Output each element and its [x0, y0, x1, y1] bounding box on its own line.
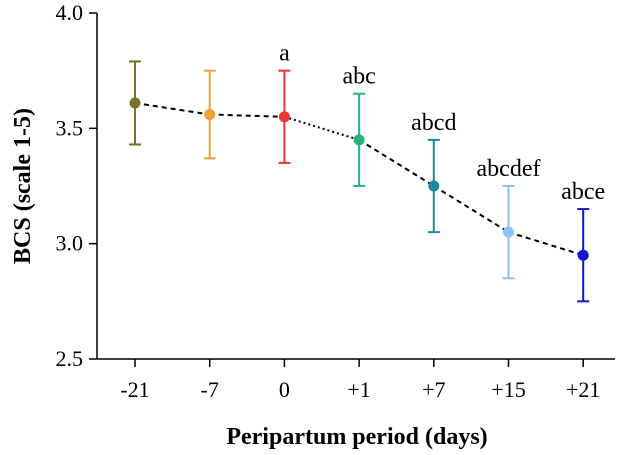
significance-label: abc: [342, 64, 375, 90]
x-tick-label: 0: [279, 377, 290, 402]
series-line: [134, 101, 584, 257]
significance-label: abcd: [411, 110, 456, 136]
x-tick-label: +7: [422, 377, 445, 402]
x-tick-label: -7: [201, 377, 219, 402]
significance-label: abcdef: [477, 156, 541, 182]
x-tick-label: +21: [566, 377, 600, 402]
significance-label: a: [279, 41, 290, 67]
data-point: [278, 111, 290, 123]
x-ticks: -21 -7 0 +1 +7 +15 +21: [120, 359, 600, 402]
data-point: [503, 226, 514, 238]
data-point: [353, 134, 365, 146]
data-point: [428, 180, 440, 192]
series-segment: [209, 113, 285, 118]
y-axis-title: BCS (scale 1-5): [10, 108, 36, 264]
series-segment: [358, 139, 435, 187]
data-points: [129, 97, 589, 261]
x-tick-label: +15: [491, 377, 525, 402]
data-point: [204, 108, 216, 120]
series-segment: [433, 185, 510, 233]
y-ticks: 2.5 3.0 3.5 4.0: [56, 0, 97, 371]
data-point: [129, 97, 141, 109]
y-tick-label: 3.5: [56, 115, 84, 140]
series-segment: [508, 231, 584, 257]
significance-label: abce: [561, 179, 605, 205]
x-tick-label: +1: [347, 377, 370, 402]
x-axis-title: Peripartum period (days): [226, 424, 487, 450]
x-tick-label: -21: [120, 377, 149, 402]
data-point: [577, 249, 589, 261]
y-tick-label: 4.0: [56, 0, 84, 25]
series-segment: [134, 101, 210, 116]
y-tick-label: 2.5: [56, 346, 84, 371]
y-tick-label: 3.0: [56, 231, 84, 256]
series-segment: [284, 115, 360, 141]
significance-labels: a abc abcd abcdef abce: [279, 41, 605, 205]
